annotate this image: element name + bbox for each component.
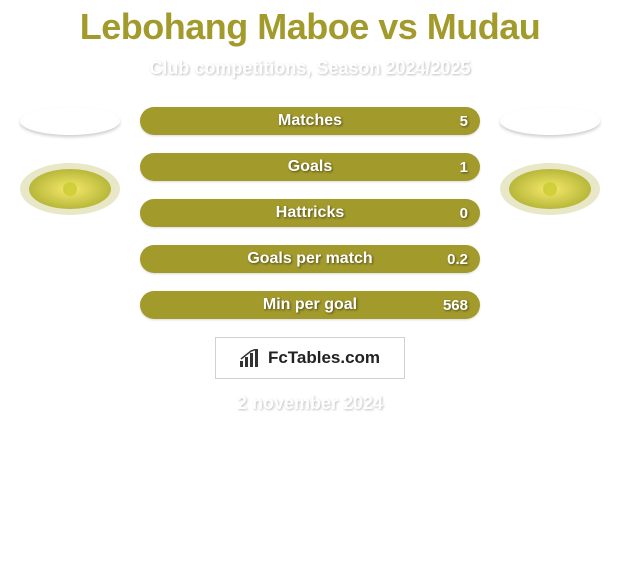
stat-label: Hattricks [276,204,344,222]
subtitle: Club competitions, Season 2024/2025 [149,58,470,79]
club-logo-inner [509,169,591,209]
stat-value: 0.2 [447,251,468,268]
comparison-card: Lebohang Maboe vs Mudau Club competition… [0,0,620,580]
stat-bar-min-per-goal: Min per goal 568 [140,291,480,319]
stat-value: 5 [460,113,468,130]
stat-bar-hattricks: Hattricks 0 [140,199,480,227]
player-left-col [20,107,120,215]
stat-value: 0 [460,205,468,222]
stat-value: 1 [460,159,468,176]
date: 2 november 2024 [237,393,383,414]
player-left-avatar-placeholder [20,107,120,135]
club-logo-inner [29,169,111,209]
stats-area: Matches 5 Goals 1 Hattricks 0 Goals per … [0,107,620,319]
club-logo-dot [543,182,557,196]
stat-bar-goals-per-match: Goals per match 0.2 [140,245,480,273]
stat-label: Min per goal [263,296,357,314]
watermark-text: FcTables.com [268,348,380,368]
player-right-club-logo [500,163,600,215]
stat-label: Matches [278,112,342,130]
player-right-avatar-placeholder [500,107,600,135]
page-title: Lebohang Maboe vs Mudau [80,6,541,48]
stat-label: Goals [288,158,332,176]
club-logo-dot [63,182,77,196]
player-left-club-logo [20,163,120,215]
watermark: FcTables.com [215,337,405,379]
stat-value: 568 [443,297,468,314]
stats-bars: Matches 5 Goals 1 Hattricks 0 Goals per … [140,107,480,319]
stat-bar-goals: Goals 1 [140,153,480,181]
stat-label: Goals per match [247,250,372,268]
player-right-col [500,107,600,215]
stat-bar-matches: Matches 5 [140,107,480,135]
chart-icon [240,349,262,367]
